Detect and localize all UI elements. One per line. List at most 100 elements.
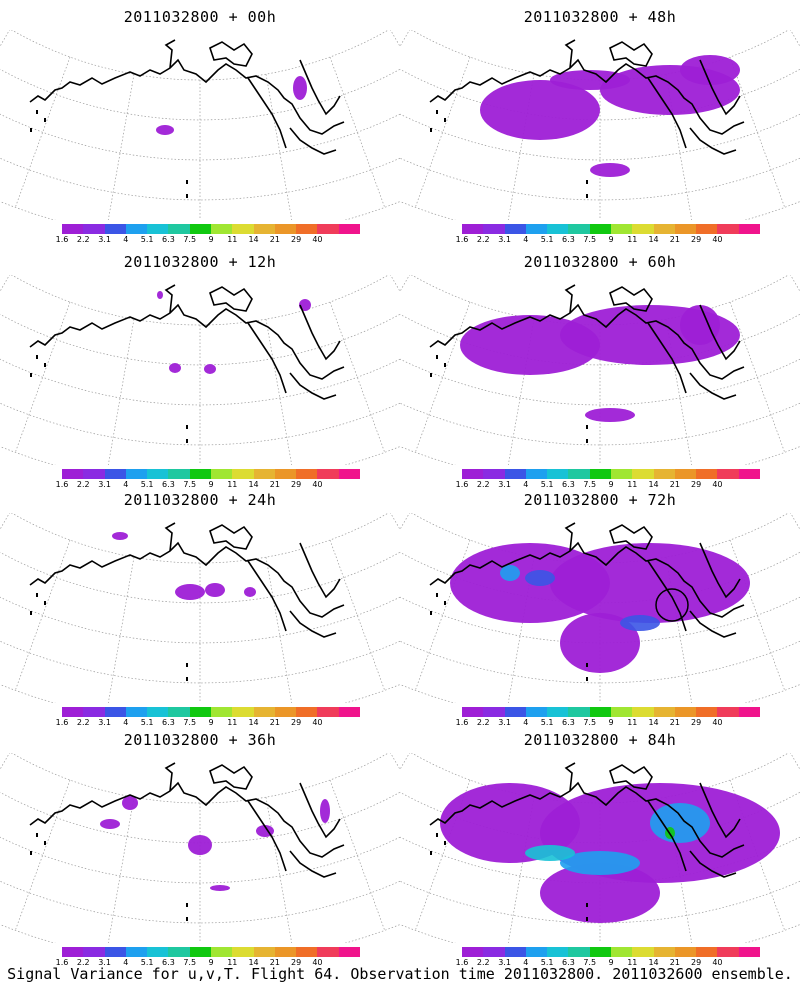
map	[0, 753, 400, 943]
colorbar	[62, 469, 360, 479]
island	[436, 110, 438, 114]
graticule-meridian	[390, 513, 400, 531]
colorbar-tick-label: 29	[691, 718, 702, 727]
colorbar-tick-label: 11	[627, 235, 638, 244]
colorbar-swatch	[83, 469, 105, 479]
colorbar-tick-label: 5.1	[140, 958, 154, 967]
coastline	[299, 782, 341, 839]
variance-contour	[480, 80, 600, 140]
island	[444, 601, 446, 605]
colorbar	[462, 469, 760, 479]
colorbar-swatch	[504, 707, 526, 717]
colorbar-tick-label: 29	[291, 480, 302, 489]
colorbar-swatch	[168, 947, 190, 957]
colorbar-tick-label: 29	[691, 480, 702, 489]
variance-contour	[525, 570, 555, 586]
colorbar-swatch	[547, 469, 569, 479]
graticule-meridian	[790, 513, 800, 531]
colorbar-swatch	[274, 469, 297, 479]
colorbar-swatch	[125, 224, 148, 234]
colorbar-tick-label: 11	[227, 958, 238, 967]
island	[430, 611, 432, 615]
island	[436, 833, 438, 837]
graticule-meridian	[14, 56, 71, 208]
graticule-latitude	[400, 358, 800, 406]
panel-84h: 2011032800 + 84h 1.6 2.2 3.1 4 5.1 6.3 7.5 9 11 1…	[400, 723, 800, 967]
colorbar-swatch	[738, 707, 760, 717]
graticule-meridian	[400, 275, 410, 293]
colorbar-swatch	[62, 469, 84, 479]
variance-contour	[204, 364, 216, 374]
colorbar-tick-label: 6.3	[162, 718, 175, 727]
colorbar-tick-label: 21	[269, 235, 280, 244]
colorbar-swatch	[83, 707, 105, 717]
variance-contour	[205, 583, 225, 597]
colorbar-tick-label: 2.2	[476, 718, 490, 727]
coastline	[289, 610, 337, 638]
colorbar-swatch	[296, 224, 318, 234]
colorbar-swatch	[147, 947, 169, 957]
colorbar-swatch	[168, 224, 190, 234]
colorbar-tick-label: 11	[627, 718, 638, 727]
graticule-meridian	[400, 513, 410, 531]
colorbar-swatch	[738, 469, 760, 479]
colorbar-swatch	[674, 947, 697, 957]
coastline	[247, 77, 287, 149]
colorbar-swatch	[462, 224, 484, 234]
colorbar-tick-label: 40	[712, 235, 723, 244]
island	[586, 903, 588, 907]
variance-contour	[156, 125, 174, 135]
colorbar-tick-label: 1.6	[455, 958, 469, 967]
colorbar-tick-label: 1.6	[455, 235, 469, 244]
colorbar-swatch	[83, 224, 105, 234]
graticule-meridian	[507, 74, 535, 220]
colorbar-swatch	[296, 707, 318, 717]
coastline	[647, 77, 687, 149]
colorbar	[462, 707, 760, 717]
colorbar-swatch	[525, 947, 548, 957]
graticule-meridian	[390, 275, 400, 293]
colorbar-tick-label: 6.3	[162, 480, 175, 489]
graticule-meridian	[414, 779, 471, 931]
variance-contour	[112, 532, 128, 540]
island	[436, 593, 438, 597]
colorbar-tick-label: 11	[227, 235, 238, 244]
colorbar-tick-label: 7.5	[183, 958, 197, 967]
colorbar-swatch	[589, 707, 611, 717]
colorbar-swatch	[483, 224, 505, 234]
coastline	[609, 764, 653, 790]
graticule-meridian	[665, 797, 693, 943]
colorbar-tick-label: 6.3	[562, 958, 575, 967]
coastline	[429, 303, 745, 380]
colorbar-tick-label: 4	[523, 958, 529, 967]
variance-contour	[585, 408, 635, 422]
colorbar-swatch	[738, 224, 760, 234]
colorbar-swatch	[62, 707, 84, 717]
colorbar-swatch	[232, 947, 254, 957]
colorbar-swatch	[147, 224, 169, 234]
colorbar-swatch	[674, 469, 697, 479]
panel-title: 2011032800 + 60h	[523, 253, 677, 271]
coastline	[689, 127, 737, 155]
colorbar-tick-label: 2.2	[476, 958, 490, 967]
graticule-latitude	[0, 791, 400, 844]
island	[586, 180, 588, 184]
colorbar-swatch	[147, 469, 169, 479]
variance-contour	[650, 803, 710, 843]
graticule-meridian	[265, 557, 293, 703]
coastline	[429, 58, 745, 135]
variance-contour	[293, 76, 307, 100]
colorbar-swatch	[610, 469, 633, 479]
coastline	[564, 39, 576, 69]
coastline	[299, 59, 341, 116]
island	[430, 851, 432, 855]
coastline	[689, 610, 737, 638]
coastline	[699, 59, 741, 116]
coastline	[647, 800, 687, 872]
graticule-meridian	[390, 753, 400, 771]
colorbar-swatch	[547, 707, 569, 717]
colorbar-tick-label: 9	[608, 958, 614, 967]
graticule-latitude	[0, 358, 400, 406]
graticule-meridian	[0, 753, 10, 771]
colorbar-tick-label: 40	[712, 958, 723, 967]
